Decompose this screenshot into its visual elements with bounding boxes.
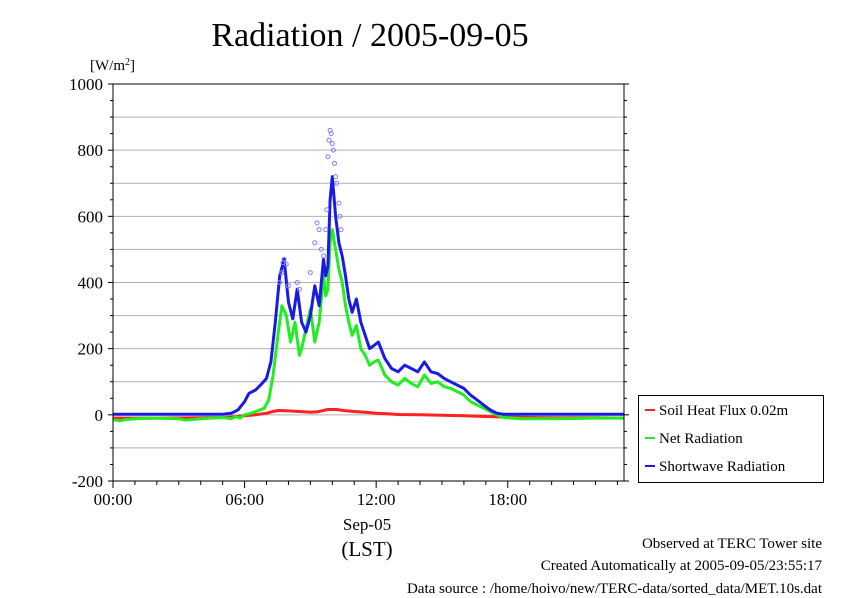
y-tick-label: 200 [78, 340, 104, 359]
y-tick-label: 800 [78, 141, 104, 160]
shortwave-sample-point [307, 270, 313, 276]
y-axis-label: [W/m2] [90, 57, 135, 74]
series-lines [112, 175, 625, 423]
legend-item-net: Net Radiation [645, 430, 743, 448]
shortwave-sample-point [294, 280, 300, 285]
legend-item-soil: Soil Heat Flux 0.02m [645, 402, 788, 420]
legend-item-shortwave: Shortwave Radiation [645, 458, 785, 476]
x-tick-label: 06:00 [225, 490, 264, 509]
x-axis-label: Sep-05 [343, 515, 391, 534]
shortwave-sample-point [332, 160, 338, 166]
shortwave-sample-point [277, 280, 283, 285]
shortwave-sample-point [329, 141, 335, 147]
x-tick-label: 12:00 [357, 490, 396, 509]
y-tick-label: 600 [78, 207, 104, 226]
shortwave-sample-point [333, 174, 339, 180]
legend-label-net: Net Radiation [659, 431, 743, 447]
shortwave-sample-point [314, 220, 320, 226]
footer-observed: Observed at TERC Tower site [641, 536, 822, 552]
x-axis-unit: (LST) [341, 537, 392, 561]
x-tick-label: 18:00 [488, 490, 527, 509]
shortwave-sample-point [328, 131, 334, 137]
legend-swatch-net [645, 436, 655, 439]
shortwave-sample-point [338, 227, 344, 233]
shortwave-sample-point [321, 253, 327, 259]
y-tick-label: 0 [95, 406, 104, 425]
shortwave-sample-point [283, 261, 289, 267]
legend-label-soil: Soil Heat Flux 0.02m [659, 403, 789, 419]
shortwave-sample-point [312, 240, 318, 246]
series-line-shortwave [113, 175, 624, 416]
legend-label-shortwave: Shortwave Radiation [659, 459, 786, 475]
legend: Soil Heat Flux 0.02m Net Radiation Short… [638, 395, 824, 483]
shortwave-sample-point [285, 283, 291, 289]
chart-title: Radiation / 2005-09-05 [211, 17, 528, 54]
shortwave-sample-point [336, 200, 342, 206]
shortwave-sample-point [281, 256, 287, 262]
legend-swatch-shortwave [645, 464, 655, 467]
shortwave-sample-point [324, 207, 330, 213]
shortwave-sample-point [337, 213, 343, 219]
x-tick-label: 00:00 [94, 490, 133, 509]
shortwave-sample-point [318, 246, 324, 252]
sample-points [277, 127, 344, 292]
shortwave-sample-point [296, 286, 302, 292]
y-tick-label: 1000 [69, 75, 103, 94]
shortwave-sample-point [323, 227, 329, 233]
shortwave-sample-point [334, 180, 340, 186]
shortwave-sample-point [279, 270, 285, 276]
footer-created: Created Automatically at 2005-09-05/23:5… [540, 558, 822, 574]
y-tick-label: 400 [78, 274, 104, 293]
y-tick-label: -200 [72, 472, 103, 491]
footer-source: Data source : /home/hoivo/new/TERC-data/… [406, 581, 822, 597]
series-line-net [112, 228, 624, 423]
shortwave-sample-point [316, 227, 322, 233]
shortwave-sample-point [326, 137, 332, 143]
shortwave-sample-point [325, 154, 331, 160]
shortwave-sample-point [330, 147, 336, 153]
legend-swatch-soil [645, 408, 655, 411]
gridlines [113, 116, 624, 449]
ticks: -200 0 200 400 600 800 1000 00:00 06:00 12:00 18:0… [69, 75, 629, 509]
